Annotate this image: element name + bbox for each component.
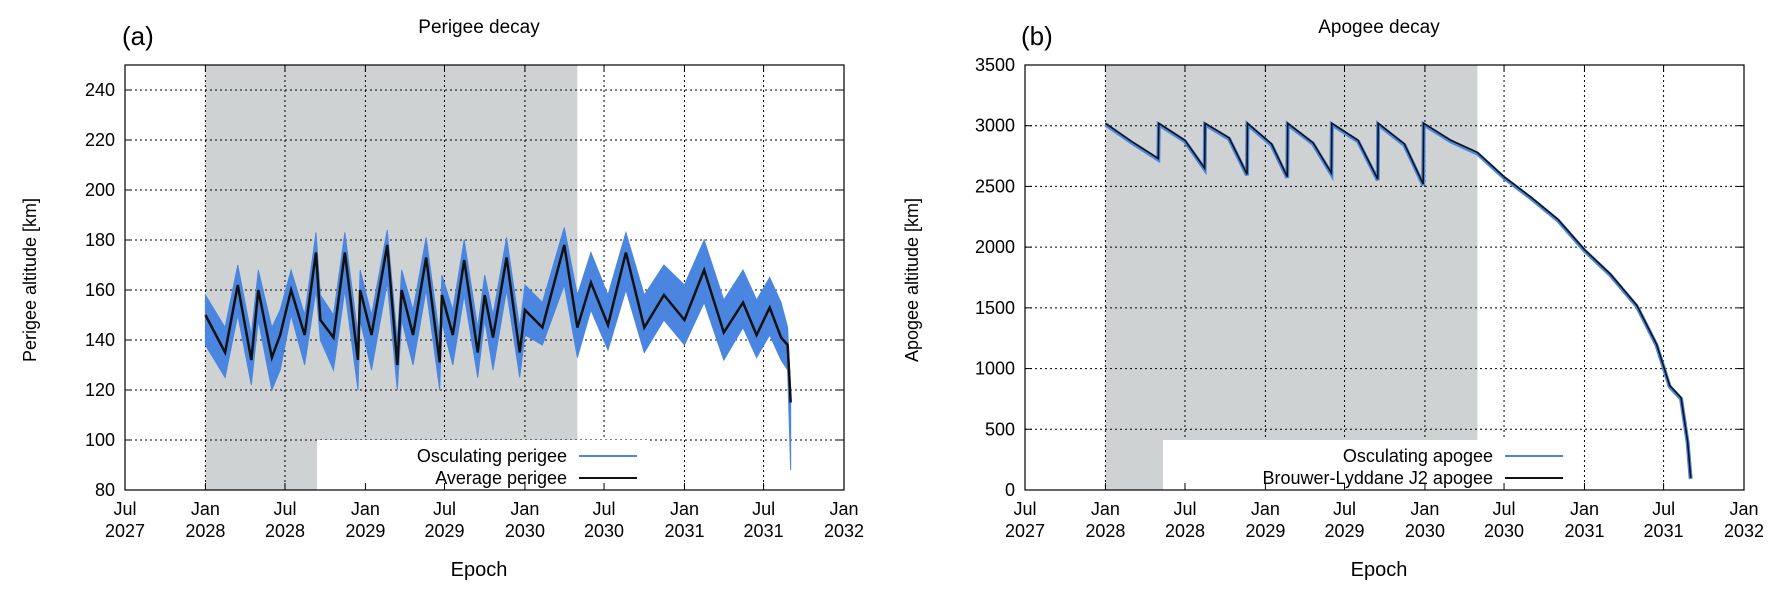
x-tick-label: 2029 xyxy=(345,521,385,541)
x-tick-label: 2031 xyxy=(744,521,784,541)
x-tick-label: Jul xyxy=(1333,499,1356,519)
panel-a-xlabel: Epoch xyxy=(451,559,508,581)
y-tick-label: 180 xyxy=(85,230,115,250)
x-tick-label: Jul xyxy=(1173,499,1196,519)
x-tick-label: Jul xyxy=(1013,499,1036,519)
x-tick-label: 2028 xyxy=(265,521,305,541)
x-tick-label: 2028 xyxy=(1165,521,1205,541)
y-tick-label: 200 xyxy=(85,180,115,200)
x-tick-label: 2031 xyxy=(1564,521,1604,541)
x-tick-label: 2028 xyxy=(185,521,225,541)
x-tick-label: 2028 xyxy=(1085,521,1125,541)
y-tick-label: 500 xyxy=(985,419,1015,439)
osculating-band xyxy=(204,227,792,471)
panel-b-title: Apogee decay xyxy=(1318,17,1440,38)
x-tick-label: Jul xyxy=(433,499,456,519)
y-tick-label: 160 xyxy=(85,280,115,300)
average-line xyxy=(1104,121,1692,478)
x-tick-label: 2030 xyxy=(1405,521,1445,541)
x-tick-label: 2030 xyxy=(505,521,545,541)
y-tick-label: 100 xyxy=(85,430,115,450)
x-tick-label: Jul xyxy=(752,499,775,519)
panel-a-title: Perigee decay xyxy=(418,17,540,38)
y-tick-label: 1500 xyxy=(975,298,1015,318)
panel-a-ylabel: Perigee altitude [km] xyxy=(20,198,40,362)
x-tick-label: Jan xyxy=(1251,499,1280,519)
x-tick-label: Jan xyxy=(351,499,380,519)
legend-box xyxy=(1163,440,1573,490)
x-tick-label: 2027 xyxy=(105,521,145,541)
plot-frame xyxy=(1024,64,1745,491)
panel-b-ylabel: Apogee altitude [km] xyxy=(902,198,922,362)
x-tick-label: Jan xyxy=(1570,499,1599,519)
y-tick-label: 0 xyxy=(1005,480,1015,500)
shaded-region xyxy=(1105,65,1478,490)
x-tick-label: 2030 xyxy=(1484,521,1524,541)
y-tick-label: 220 xyxy=(85,130,115,150)
x-tick-label: Jan xyxy=(1729,499,1758,519)
x-tick-label: Jan xyxy=(670,499,699,519)
x-tick-label: 2032 xyxy=(1724,521,1764,541)
plot-frame xyxy=(124,64,845,491)
x-tick-label: 2032 xyxy=(824,521,864,541)
x-tick-label: 2029 xyxy=(1245,521,1285,541)
average-line xyxy=(204,244,792,403)
y-tick-label: 80 xyxy=(95,480,115,500)
x-tick-label: 2029 xyxy=(1324,521,1364,541)
panel-a-label: (a) xyxy=(122,21,154,51)
y-tick-label: 120 xyxy=(85,380,115,400)
y-tick-label: 1000 xyxy=(975,359,1015,379)
y-tick-label: 3000 xyxy=(975,116,1015,136)
y-tick-label: 2500 xyxy=(975,176,1015,196)
x-tick-label: 2031 xyxy=(1644,521,1684,541)
x-tick-label: Jul xyxy=(593,499,616,519)
x-tick-label: Jan xyxy=(829,499,858,519)
x-tick-label: Jan xyxy=(191,499,220,519)
x-tick-label: 2031 xyxy=(664,521,704,541)
x-tick-label: Jan xyxy=(1410,499,1439,519)
x-tick-label: Jul xyxy=(273,499,296,519)
y-tick-label: 140 xyxy=(85,330,115,350)
x-tick-label: Jan xyxy=(1091,499,1120,519)
legend-label: Osculating apogee xyxy=(1343,446,1493,466)
panel-b-label: (b) xyxy=(1021,21,1053,51)
x-tick-label: Jul xyxy=(113,499,136,519)
x-tick-label: Jul xyxy=(1493,499,1516,519)
x-tick-label: 2029 xyxy=(424,521,464,541)
legend-label: Osculating perigee xyxy=(417,446,567,466)
x-tick-label: Jul xyxy=(1652,499,1675,519)
legend-label: Brouwer-Lyddane J2 apogee xyxy=(1263,468,1494,488)
y-tick-label: 2000 xyxy=(975,237,1015,257)
legend-box xyxy=(317,440,647,490)
x-tick-label: 2027 xyxy=(1005,521,1045,541)
panel-b-xlabel: Epoch xyxy=(1351,559,1408,581)
y-tick-label: 240 xyxy=(85,80,115,100)
legend-label: Average perigee xyxy=(435,468,567,488)
y-tick-label: 3500 xyxy=(975,55,1015,75)
x-tick-label: Jan xyxy=(510,499,539,519)
x-tick-label: 2030 xyxy=(584,521,624,541)
